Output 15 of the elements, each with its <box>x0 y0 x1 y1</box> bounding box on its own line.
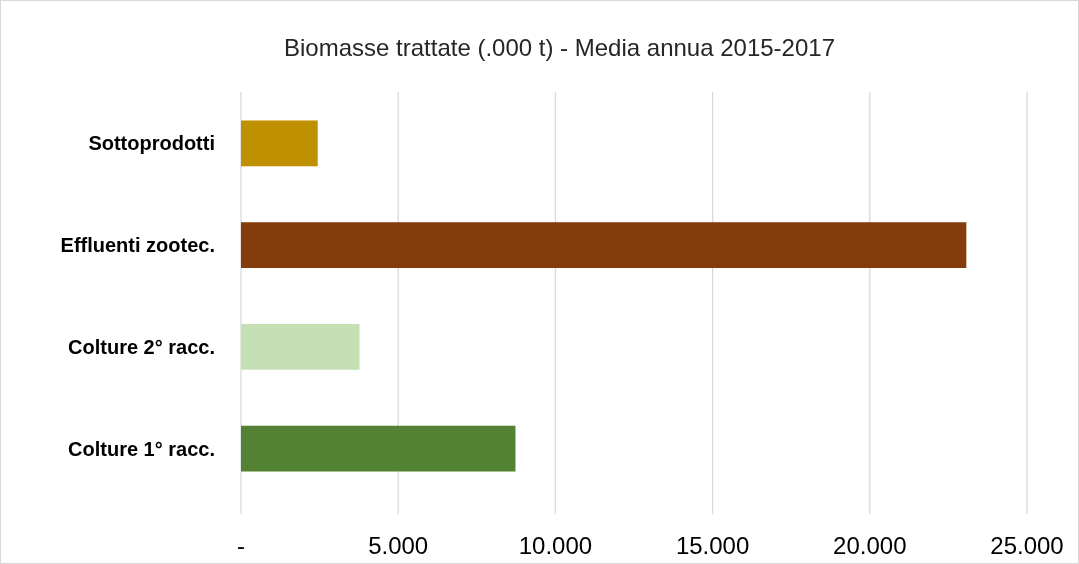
y-tick-label: Colture 1° racc. <box>68 437 215 460</box>
x-tick-label: 15.000 <box>675 532 750 559</box>
chart-title: Biomasse trattate (.000 t) - Media annua 2015-2017 <box>284 34 835 61</box>
bar <box>241 120 318 167</box>
bar <box>241 222 967 269</box>
x-tick-label: 20.000 <box>833 532 907 559</box>
bar <box>241 323 360 370</box>
x-tick-label: - <box>237 532 245 559</box>
x-tick-label: 25.000 <box>990 532 1064 559</box>
x-tick-label: 5.000 <box>368 532 429 559</box>
x-tick-label: 10.000 <box>518 532 593 559</box>
y-tick-label: Colture 2° racc. <box>68 335 215 358</box>
y-tick-label: Effluenti zootec. <box>60 234 215 257</box>
y-tick-label: Sottoprodotti <box>88 132 215 155</box>
bar <box>241 425 516 472</box>
